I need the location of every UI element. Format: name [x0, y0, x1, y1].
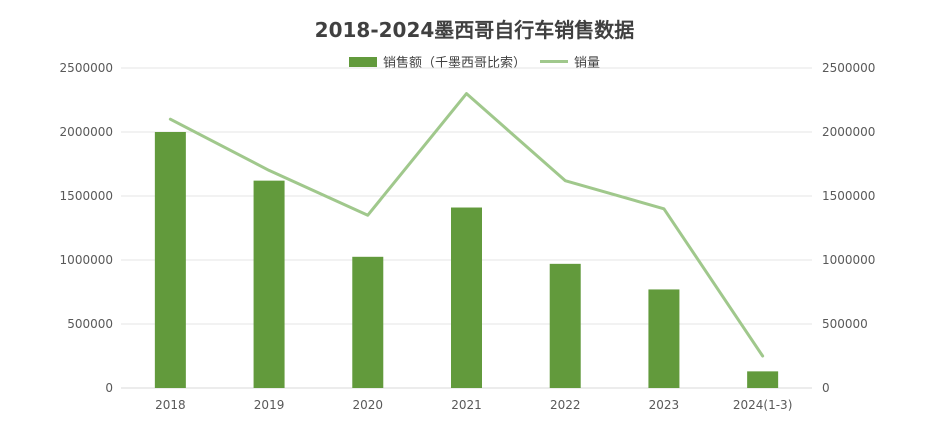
legend-label-sales: 销售额（千墨西哥比索） [382, 56, 526, 71]
legend-swatch-line [540, 60, 568, 63]
legend-item-sales: 销售额（千墨西哥比索） [348, 52, 526, 71]
line-point-volume-2022 [564, 180, 566, 182]
line-point-volume-2023 [663, 208, 665, 210]
x-axis-tick-label: 2018 [155, 398, 186, 412]
y-axis-right-tick-label: 0 [822, 381, 830, 395]
line-point-volume-2018 [169, 118, 171, 120]
y-axis-right-tick-label: 1500000 [822, 189, 875, 203]
y-axis-right-tick-label: 500000 [822, 317, 868, 331]
bar-sales-2018 [154, 132, 186, 388]
y-axis-right-tick-label: 2500000 [822, 61, 875, 75]
chart-legend: 销售额（千墨西哥比索） 销量 [0, 52, 949, 71]
bar-sales-2021 [451, 207, 482, 388]
bar-sales-2022 [549, 263, 581, 388]
legend-item-volume: 销量 [540, 52, 600, 71]
bar-sales-2020 [352, 256, 384, 388]
legend-label-volume: 销量 [574, 56, 601, 71]
line-point-volume-2021 [466, 93, 467, 95]
x-axis-tick-label: 2021 [451, 398, 482, 412]
legend-swatch-bar [348, 56, 377, 67]
x-axis-tick-label: 2019 [254, 398, 285, 412]
bar-sales-2023 [648, 289, 680, 388]
line-point-volume-2019 [268, 169, 270, 171]
y-axis-left-tick-label: 1500000 [60, 189, 113, 203]
x-axis-tick-label: 2020 [353, 398, 384, 412]
y-axis-left-tick-label: 2000000 [60, 125, 113, 139]
x-axis-tick-label: 2022 [550, 398, 581, 412]
y-axis-left-tick-label: 500000 [67, 317, 113, 331]
bar-sales-2019 [253, 180, 285, 388]
chart-title: 2018-2024墨西哥自行车销售数据 [314, 18, 635, 42]
line-point-volume-2020 [367, 214, 369, 216]
y-axis-left-tick-label: 2500000 [60, 61, 113, 75]
line-point-volume-2024(1-3) [762, 355, 764, 357]
bar-sales-2024(1-3) [747, 371, 779, 388]
y-axis-right-tick-label: 1000000 [822, 253, 875, 267]
x-axis-tick-label: 2024(1-3) [733, 398, 793, 412]
x-axis-tick-label: 2023 [649, 398, 680, 412]
y-axis-left-tick-label: 0 [105, 381, 113, 395]
y-axis-right-tick-label: 2000000 [822, 125, 875, 139]
y-axis-left-tick-label: 1000000 [60, 253, 113, 267]
